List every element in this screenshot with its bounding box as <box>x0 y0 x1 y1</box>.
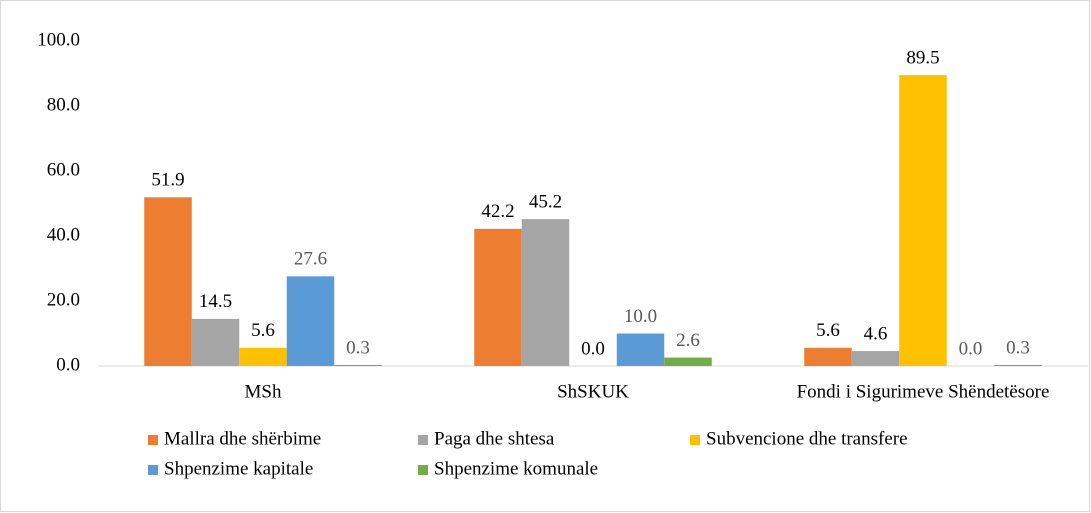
bar <box>664 357 712 366</box>
bar <box>804 347 852 366</box>
legend-swatch <box>690 435 700 445</box>
bar <box>616 333 665 366</box>
bar <box>334 365 382 366</box>
data-label: 2.6 <box>676 330 700 351</box>
y-tick-label: 60.0 <box>47 159 80 180</box>
data-label: 5.6 <box>251 320 275 341</box>
legend-label: Shpenzime komunale <box>434 458 598 479</box>
legend-swatch <box>418 465 428 475</box>
data-label: 45.2 <box>529 191 562 212</box>
x-tick-label: ShSKUK <box>557 381 629 402</box>
data-label: 89.5 <box>906 47 939 68</box>
bar <box>286 276 335 366</box>
data-label: 27.6 <box>294 249 327 270</box>
bar <box>239 347 287 366</box>
legend-label: Paga dhe shtesa <box>434 428 555 449</box>
legend-swatch <box>148 435 158 445</box>
x-tick-label: MSh <box>245 381 282 402</box>
bar <box>851 351 900 366</box>
y-tick-label: 20.0 <box>47 289 80 310</box>
data-label: 0.0 <box>581 338 605 359</box>
data-label: 0.3 <box>1006 337 1030 358</box>
bar <box>521 219 570 366</box>
data-label: 51.9 <box>151 170 184 191</box>
y-tick-label: 40.0 <box>47 224 80 245</box>
y-tick-label: 0.0 <box>56 354 80 375</box>
bar <box>474 228 522 366</box>
legend-label: Mallra dhe shërbime <box>164 428 321 449</box>
data-label: 14.5 <box>199 291 232 312</box>
data-label: 42.2 <box>481 201 514 222</box>
data-label: 0.3 <box>346 337 370 358</box>
bar <box>191 318 240 366</box>
y-tick-label: 80.0 <box>47 94 80 115</box>
data-label: 5.6 <box>816 320 840 341</box>
legend-label: Subvencione dhe transfere <box>706 428 908 449</box>
bar <box>994 365 1042 366</box>
legend-swatch <box>418 435 428 445</box>
data-label: 4.6 <box>864 323 888 344</box>
legend-label: Shpenzime kapitale <box>164 458 313 479</box>
legend-swatch <box>148 465 158 475</box>
x-tick-label: Fondi i Sigurimeve Shëndetësore <box>797 381 1050 402</box>
y-tick-label: 100.0 <box>37 29 80 50</box>
data-label: 0.0 <box>959 338 983 359</box>
bar <box>144 197 192 366</box>
data-label: 10.0 <box>624 306 657 327</box>
bar <box>899 75 947 366</box>
